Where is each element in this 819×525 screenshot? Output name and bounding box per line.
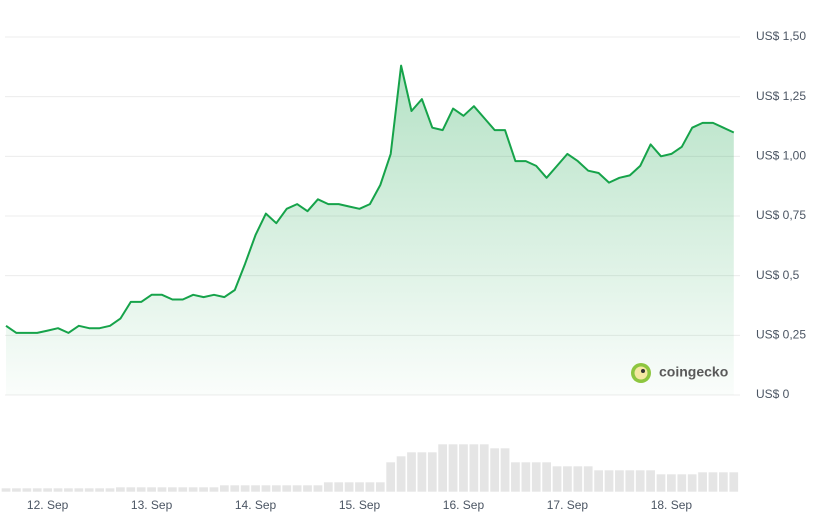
volume-bar (32, 487, 43, 493)
x-tick-label: 16. Sep (443, 498, 485, 512)
volume-bar (510, 461, 521, 493)
volume-bar (531, 461, 542, 493)
volume-bar (593, 469, 604, 493)
volume-bar (697, 471, 708, 493)
y-tick-label: US$ 1,25 (756, 89, 806, 103)
volume-bar (125, 486, 136, 493)
volume-bar (437, 443, 448, 493)
volume-bar (219, 484, 230, 493)
y-tick-label: US$ 1,50 (756, 29, 806, 43)
volume-bar (312, 484, 323, 493)
x-tick-label: 12. Sep (27, 498, 69, 512)
volume-bar (136, 486, 147, 493)
volume-bar (364, 481, 375, 493)
volume-bar (208, 486, 219, 493)
volume-bar (11, 487, 22, 493)
y-tick-label: US$ 0,25 (756, 328, 806, 342)
volume-bar (292, 484, 303, 493)
volume-bar (84, 487, 95, 493)
volume-bar (177, 486, 188, 493)
volume-bar (354, 481, 365, 493)
x-tick-label: 18. Sep (651, 498, 693, 512)
volume-bar (396, 455, 407, 493)
x-tick-label: 17. Sep (547, 498, 589, 512)
volume-bar (604, 469, 614, 493)
logo-eye (641, 369, 645, 373)
volume-bar (489, 447, 500, 493)
volume-bar (624, 469, 635, 493)
volume-bar (115, 486, 126, 493)
y-tick-label: US$ 0 (756, 387, 790, 401)
volume-bar (323, 481, 334, 493)
volume-bar (240, 484, 251, 493)
area-fill (6, 65, 734, 395)
volume-bar (728, 471, 739, 493)
x-tick-label: 15. Sep (339, 498, 381, 512)
volume-bar (198, 486, 209, 493)
volume-bar (63, 487, 74, 493)
volume-bar (614, 469, 625, 493)
volume-bar (552, 465, 563, 493)
volume-bar (229, 484, 240, 493)
volume-bar (344, 481, 355, 493)
y-tick-label: US$ 0,5 (756, 268, 800, 282)
volume-bar (656, 473, 666, 493)
volume-bar (302, 484, 313, 493)
volume-bar (458, 443, 469, 493)
y-tick-label: US$ 1,00 (756, 149, 806, 163)
volume-bar (572, 465, 583, 493)
volume-bar (42, 487, 53, 493)
volume-bar (53, 487, 63, 493)
volume-bar (500, 447, 511, 493)
watermark: coingecko (631, 363, 728, 383)
plot (5, 64, 735, 395)
volume-bar (479, 443, 490, 493)
volume-bar (468, 443, 479, 493)
volume-bar (21, 487, 32, 493)
volume-bar (105, 487, 115, 493)
volume-bar (73, 487, 84, 493)
watermark-text: coingecko (659, 364, 728, 380)
volume-bar (157, 486, 167, 493)
volume-bar (707, 471, 718, 493)
y-tick-label: US$ 0,75 (756, 208, 806, 222)
logo-inner (634, 366, 648, 380)
volume-bar (188, 486, 199, 493)
volume-bar (167, 486, 178, 493)
volume-bar (718, 471, 729, 493)
volume-bar (687, 473, 698, 493)
volume-bar (416, 451, 427, 493)
volume-bar (1, 487, 12, 493)
volume-bar (583, 465, 594, 493)
volume-bar (94, 487, 105, 493)
volume-bar (333, 481, 344, 493)
volume-bar (676, 473, 687, 493)
volume-bar (635, 469, 646, 493)
volume-bar (260, 484, 271, 493)
volume-bar (427, 451, 438, 493)
volume-bar (406, 451, 417, 493)
volume-bar (520, 461, 531, 493)
volume-bar (375, 481, 386, 493)
volume-bar (666, 473, 677, 493)
x-tick-label: 13. Sep (131, 498, 173, 512)
volume (1, 443, 739, 493)
volume-bar (146, 486, 157, 493)
volume-bar (385, 461, 396, 493)
volume-bar (271, 484, 282, 493)
volume-bar (562, 465, 573, 493)
volume-bar (541, 461, 552, 493)
volume-bar (645, 469, 656, 493)
labels: US$ 0 US$ 0,25 US$ 0,5 US$ 0,75 US$ 1,00 US$ … (27, 29, 806, 512)
volume-bar (448, 443, 459, 493)
price-line (5, 64, 735, 334)
x-tick-label: 14. Sep (235, 498, 277, 512)
volume-bar (281, 484, 292, 493)
volume-bar (250, 484, 261, 493)
